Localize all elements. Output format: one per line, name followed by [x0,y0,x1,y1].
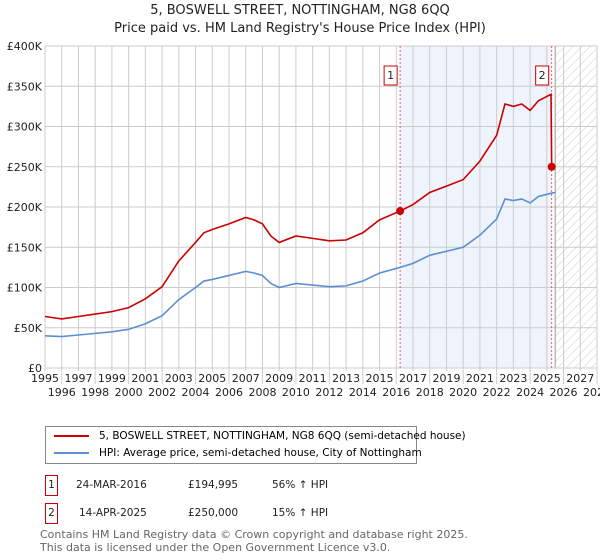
sale-date: 24-MAR-2016 [76,479,147,491]
footer-line: This data is licensed under the Open Gov… [40,541,391,554]
y-tick-label: £50K [14,322,43,335]
x-tick-label: 2011 [299,372,327,385]
x-tick-label: 1995 [31,372,59,385]
sale-date: 14-APR-2025 [79,507,147,519]
x-tick-label: 2014 [349,386,377,399]
plot-frame [44,45,598,369]
legend-item-property: 5, BOSWELL STREET, NOTTINGHAM, NG8 6QQ (… [46,428,466,444]
x-tick-label: 2016 [382,386,410,399]
x-tick-label: 2009 [265,372,293,385]
footer: Contains HM Land Registry data © Crown c… [40,528,468,554]
x-tick-label: 2003 [165,372,193,385]
sale-label-box [383,65,398,86]
sale-label-box [535,65,550,86]
price-chart: 1995199619971998199920002001200220032004… [7,40,600,399]
x-tick-label: 2015 [366,372,394,385]
x-tick-label: 2008 [248,386,276,399]
legend-label: HPI: Average price, semi-detached house,… [99,447,422,459]
property-line [44,92,556,320]
legend-swatch [54,452,89,454]
chart-subtitle: Price paid vs. HM Land Registry's House … [114,21,486,36]
legend-item-hpi: HPI: Average price, semi-detached house,… [46,445,422,461]
x-tick-label: 2019 [432,372,460,385]
x-tick-label: 2001 [131,372,159,385]
x-tick-label: 1996 [48,386,76,399]
x-tick-label: 2007 [232,372,260,385]
x-tick-label: 2010 [282,386,310,399]
chart-title: 5, BOSWELL STREET, NOTTINGHAM, NG8 6QQ [150,3,450,18]
x-tick-label: 2020 [449,386,477,399]
x-tick-label: 2027 [566,372,594,385]
y-tick-label: £0 [28,362,42,375]
y-tick-label: £350K [7,80,43,93]
y-tick-label: £400K [7,40,43,53]
x-tick-label: 2017 [399,372,427,385]
sale-marker: 1 [45,475,58,496]
sale-price: £250,000 [188,507,239,519]
x-tick-label: 1999 [98,372,126,385]
legend-swatch [54,435,89,437]
x-tick-label: 2024 [516,386,544,399]
sale-point [396,207,405,216]
x-tick-label: 1998 [81,386,109,399]
x-tick-label: 2013 [332,372,360,385]
y-tick-label: £200K [7,201,43,214]
sale-hpi-diff: 15% ↑ HPI [272,507,329,519]
sale-label: 1 [387,69,394,82]
sale-hpi-diff: 56% ↑ HPI [272,479,329,491]
x-tick-label: 2018 [416,386,444,399]
sale-marker: 2 [45,503,58,524]
y-tick-label: £150K [7,241,43,254]
x-tick-label: 1997 [64,372,92,385]
x-tick-label: 2023 [499,372,527,385]
legend-label: 5, BOSWELL STREET, NOTTINGHAM, NG8 6QQ (… [99,430,466,442]
x-tick-label: 2004 [182,386,210,399]
x-tick-label: 2000 [115,386,143,399]
footer-line: Contains HM Land Registry data © Crown c… [40,528,468,541]
y-tick-label: £250K [7,161,43,174]
x-tick-label: 2025 [533,372,561,385]
legend: 5, BOSWELL STREET, NOTTINGHAM, NG8 6QQ (… [45,426,466,464]
sale-price: £194,995 [188,479,239,491]
y-tick-label: £300K [7,121,43,134]
x-tick-label: 2021 [466,372,494,385]
x-tick-label: 2006 [215,386,243,399]
x-tick-label: 2005 [198,372,226,385]
hpi-line [44,191,556,338]
x-tick-label: 2012 [315,386,343,399]
x-tick-label: 2028 [583,386,600,399]
x-tick-label: 2002 [148,386,176,399]
y-tick-label: £100K [7,282,43,295]
sale-point [547,162,556,171]
sale-label: 2 [539,69,546,82]
x-tick-label: 2022 [483,386,511,399]
x-tick-label: 2026 [550,386,578,399]
